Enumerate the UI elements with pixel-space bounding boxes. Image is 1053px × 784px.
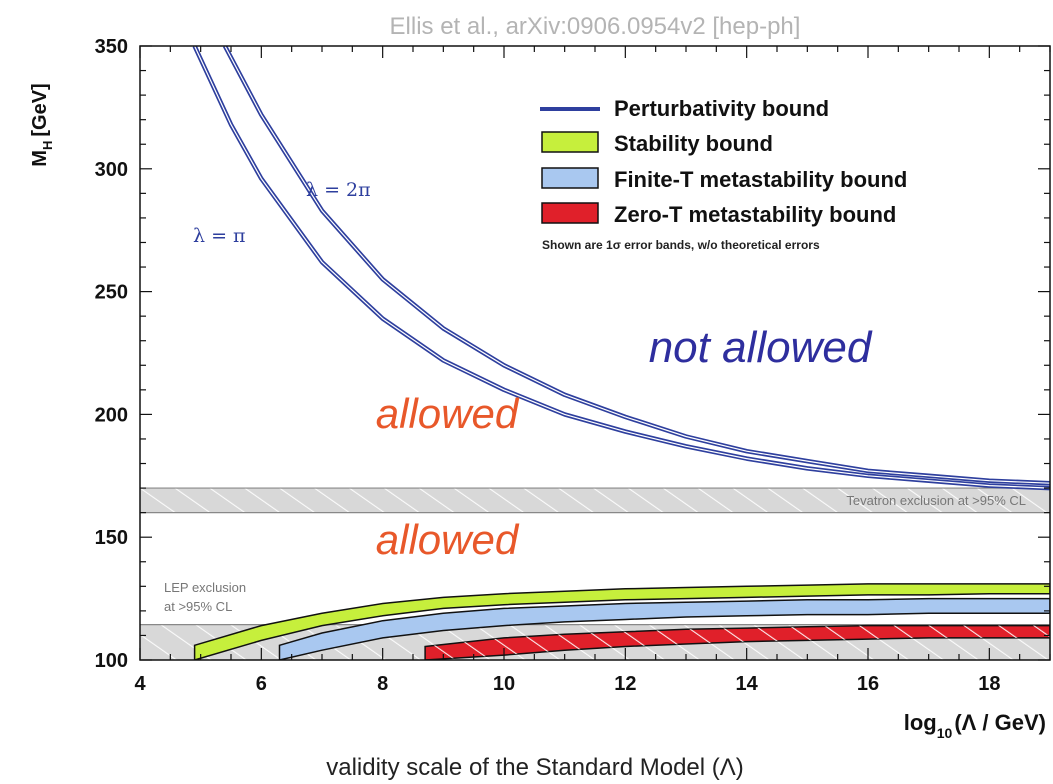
lambda-pi-label: λ = π bbox=[193, 225, 246, 247]
y-tick-label: 300 bbox=[95, 159, 128, 181]
zero-t-band-hatch bbox=[425, 625, 1050, 660]
y-tick-label: 350 bbox=[95, 36, 128, 58]
allowed-lower-label: allowed bbox=[376, 516, 520, 563]
y-axis-title-sub: H bbox=[40, 141, 55, 150]
not-allowed-label: not allowed bbox=[649, 323, 873, 372]
perturbativity-curves bbox=[192, 46, 1050, 491]
y-axis-title-main: M bbox=[29, 150, 51, 167]
allowed-upper-label: allowed bbox=[376, 390, 520, 437]
y-axis-title: MH [GeV] bbox=[29, 83, 55, 166]
x-tick-label: 18 bbox=[978, 673, 1000, 695]
legend: Perturbativity bound Stability bound Fin… bbox=[540, 96, 907, 252]
legend-note: Shown are 1σ error bands, w/o theoretica… bbox=[542, 238, 820, 252]
x-axis-title-unit: (Λ / GeV) bbox=[954, 710, 1046, 735]
y-tick-label: 200 bbox=[95, 404, 128, 426]
finite-t-band bbox=[278, 597, 1050, 660]
y-axis-title-unit: [GeV] bbox=[29, 83, 51, 136]
lambda-pi-curve-core bbox=[194, 46, 1050, 489]
legend-swatch-finite-t bbox=[541, 167, 599, 189]
x-tick-label: 8 bbox=[377, 673, 388, 695]
legend-label-finite-t: Finite-T metastability bound bbox=[614, 167, 907, 192]
stability-band bbox=[193, 583, 1050, 660]
lep-exclusion-label-line1: LEP exclusion bbox=[164, 580, 246, 595]
legend-label-perturbativity: Perturbativity bound bbox=[614, 96, 829, 121]
legend-label-stability: Stability bound bbox=[614, 131, 773, 156]
x-tick-label: 14 bbox=[736, 673, 759, 695]
x-tick-label: 4 bbox=[134, 673, 146, 695]
lambda-2pi-label: λ = 2π bbox=[306, 179, 371, 201]
bound-bands bbox=[193, 583, 1050, 660]
x-axis-title-main: log bbox=[904, 710, 937, 735]
y-tick-label: 250 bbox=[95, 282, 128, 304]
x-tick-label: 12 bbox=[614, 673, 636, 695]
axis-ticks: 4 6 8 10 12 14 16 18 100 150 200 250 300 350 bbox=[95, 36, 1051, 695]
lep-exclusion-label-line2: at >95% CL bbox=[164, 599, 232, 614]
x-tick-label: 16 bbox=[857, 673, 879, 695]
x-tick-label: 6 bbox=[256, 673, 267, 695]
x-tick-label: 10 bbox=[493, 673, 515, 695]
legend-swatch-stability bbox=[541, 131, 599, 153]
y-tick-label: 100 bbox=[95, 650, 128, 672]
legend-label-zero-t: Zero-T metastability bound bbox=[614, 202, 896, 227]
y-tick-label: 150 bbox=[95, 527, 128, 549]
x-axis-title: log10(Λ / GeV) bbox=[904, 710, 1046, 741]
x-axis-title-sub: 10 bbox=[937, 725, 953, 741]
tevatron-exclusion-band-hatch bbox=[140, 488, 1050, 513]
lambda-2pi-curve-core bbox=[224, 46, 1050, 484]
footer-caption: validity scale of the Standard Model (Λ) bbox=[326, 754, 744, 781]
citation-text: Ellis et al., arXiv:0906.0954v2 [hep-ph] bbox=[390, 13, 801, 40]
legend-swatch-zero-t bbox=[541, 202, 599, 224]
tevatron-exclusion-label: Tevatron exclusion at >95% CL bbox=[846, 493, 1026, 508]
